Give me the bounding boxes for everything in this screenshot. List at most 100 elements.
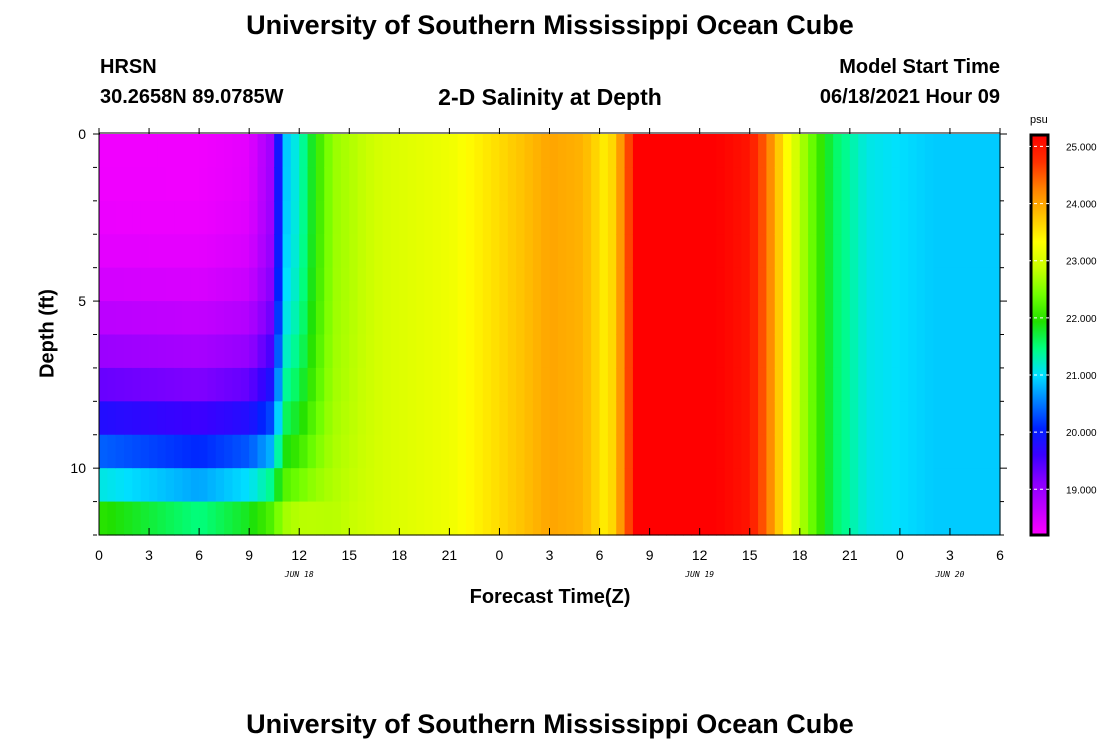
heatmap-cell <box>507 234 517 269</box>
heatmap-cell <box>249 134 259 169</box>
heatmap-cell <box>924 334 934 369</box>
heatmap-cell <box>774 367 784 402</box>
heatmap-cell <box>949 367 959 402</box>
heatmap-cell <box>124 367 133 402</box>
heatmap-cell <box>315 501 325 536</box>
heatmap-cell <box>783 401 793 436</box>
heatmap-cell <box>541 167 551 202</box>
heatmap-cell <box>416 334 425 369</box>
heatmap-cell <box>783 468 793 503</box>
heatmap-cell <box>290 200 300 235</box>
heatmap-cell <box>582 501 592 536</box>
heatmap-cell <box>749 434 759 469</box>
heatmap-cell <box>841 200 851 235</box>
heatmap-cell <box>799 301 809 336</box>
heatmap-cell <box>549 301 559 336</box>
heatmap-cell <box>966 234 976 269</box>
heatmap-cell <box>816 468 826 503</box>
heatmap-cell <box>124 301 133 336</box>
heatmap-cell <box>207 234 217 269</box>
heatmap-cell <box>607 434 617 469</box>
heatmap-cell <box>582 434 592 469</box>
heatmap-cell <box>357 367 367 402</box>
heatmap-cell <box>307 301 317 336</box>
heatmap-cell <box>991 301 1001 336</box>
heatmap-cell <box>407 167 417 202</box>
heatmap-cell <box>766 200 776 235</box>
heatmap-cell <box>833 367 843 402</box>
heatmap-cell <box>182 267 192 302</box>
heatmap-cell <box>416 401 425 436</box>
heatmap-cell <box>224 134 234 169</box>
heatmap-cell <box>632 267 642 302</box>
heatmap-cell <box>924 367 934 402</box>
heatmap-cell <box>441 301 450 336</box>
heatmap-cell <box>524 234 534 269</box>
heatmap-cell <box>858 468 868 503</box>
heatmap-cell <box>566 501 576 536</box>
heatmap-cell <box>591 468 601 503</box>
heatmap-cell <box>307 134 317 169</box>
heatmap-cell <box>749 134 759 169</box>
heatmap-cell <box>724 501 734 536</box>
heatmap-cell <box>824 200 834 235</box>
heatmap-cell <box>499 234 509 269</box>
heatmap-cell <box>365 234 375 269</box>
heatmap-cell <box>966 334 976 369</box>
heatmap-cell <box>399 267 409 302</box>
heatmap-cell <box>474 267 484 302</box>
heatmap-cell <box>716 167 726 202</box>
heatmap-cell <box>324 501 334 536</box>
heatmap-cell <box>274 200 284 235</box>
heatmap-cell <box>824 301 834 336</box>
heatmap-cell <box>315 234 325 269</box>
heatmap-cell <box>466 200 476 235</box>
heatmap-cell <box>557 468 567 503</box>
heatmap-cell <box>841 401 851 436</box>
heatmap-cell <box>382 167 392 202</box>
heatmap-cell <box>974 367 984 402</box>
heatmap-cell <box>416 468 425 503</box>
heatmap-cell <box>741 267 751 302</box>
heatmap-cell <box>858 301 868 336</box>
heatmap-cell <box>741 200 751 235</box>
heatmap-cell <box>924 200 934 235</box>
heatmap-cell <box>924 234 934 269</box>
heatmap-cell <box>933 501 943 536</box>
heatmap-cell <box>733 401 742 436</box>
heatmap-cell <box>199 267 209 302</box>
heatmap-cell <box>190 501 200 536</box>
heatmap-cell <box>324 167 334 202</box>
heatmap-cell <box>99 367 108 402</box>
heatmap-cell <box>115 434 125 469</box>
heatmap-cell <box>841 434 851 469</box>
heatmap-cell <box>299 334 309 369</box>
heatmap-cell <box>449 401 459 436</box>
heatmap-cell <box>257 301 267 336</box>
heatmap-cell <box>799 434 809 469</box>
heatmap-cell <box>307 267 317 302</box>
heatmap-cell <box>491 401 501 436</box>
heatmap-cell <box>799 200 809 235</box>
heatmap-cell <box>282 367 292 402</box>
heatmap-cell <box>174 134 184 169</box>
heatmap-cell <box>783 367 793 402</box>
heatmap-cell <box>858 234 868 269</box>
heatmap-cell <box>574 301 584 336</box>
heatmap-cell <box>841 334 851 369</box>
heatmap-cell <box>240 301 250 336</box>
heatmap-cell <box>299 200 309 235</box>
heatmap-cell <box>566 434 576 469</box>
heatmap-cell <box>783 501 793 536</box>
heatmap-cell <box>182 134 192 169</box>
heatmap-cell <box>774 468 784 503</box>
heatmap-cell <box>841 234 851 269</box>
heatmap-cell <box>249 267 259 302</box>
heatmap-cell <box>466 267 476 302</box>
heatmap-cell <box>733 301 742 336</box>
heatmap-cell <box>849 200 859 235</box>
heatmap-cell <box>140 468 150 503</box>
heatmap-cell <box>290 401 300 436</box>
heatmap-cell <box>265 267 275 302</box>
heatmap-cell <box>524 134 534 169</box>
